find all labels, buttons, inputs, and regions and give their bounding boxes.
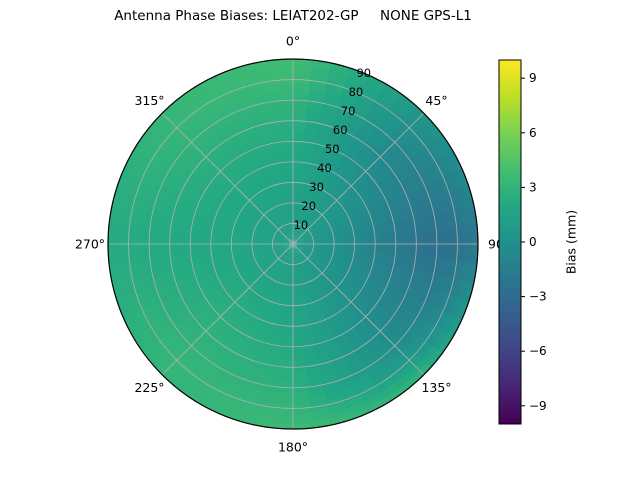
radial-tick-label: 10 (294, 218, 309, 232)
colorbar-tick-label: 6 (529, 126, 537, 140)
colorbar-label: Bias (mm) (564, 210, 579, 274)
radial-tick-label: 20 (301, 199, 316, 213)
radial-tick-label: 70 (341, 104, 356, 118)
angular-tick-label: 0° (286, 34, 300, 49)
colorbar-tick-label: −6 (529, 344, 547, 358)
angular-tick-label: 135° (421, 380, 451, 395)
radial-tick-label: 60 (333, 123, 348, 137)
colorbar: 9 6 3 0 −3 −6 −9 Bias (mm) (498, 59, 579, 425)
angular-tick-label: 315° (134, 93, 164, 108)
colorbar-tick-label: −3 (529, 290, 547, 304)
angular-tick-label: 270° (75, 237, 105, 252)
radial-tick-label: 80 (349, 85, 364, 99)
angular-tick-label: 225° (134, 380, 164, 395)
radial-tick-labels: 10 20 30 40 50 60 70 80 90 (294, 66, 372, 232)
radial-tick-label: 40 (317, 161, 332, 175)
polar-boundary (107, 58, 479, 430)
radial-tick-label: 30 (309, 180, 324, 194)
angular-tick-label: 45° (425, 93, 447, 108)
colorbar-tick-label: 9 (529, 71, 537, 85)
chart-title: Antenna Phase Biases: LEIAT202-GP NONE G… (114, 8, 472, 24)
polar-grid (107, 58, 479, 430)
radial-tick-label: 90 (356, 66, 371, 80)
colorbar-tick-label: 3 (529, 180, 537, 194)
colorbar-tick-label: −9 (529, 399, 547, 413)
colorbar-gradient (498, 59, 522, 425)
angular-tick-labels: 0° 45° 90 135° 180° 225° 270° 315° (75, 34, 504, 455)
colorbar-tick-label: 0 (529, 235, 537, 249)
radial-tick-label: 50 (325, 142, 340, 156)
angular-tick-label: 180° (278, 440, 308, 455)
